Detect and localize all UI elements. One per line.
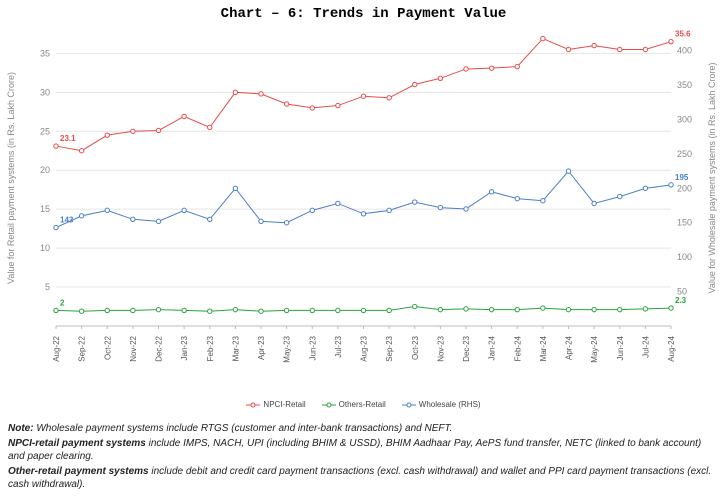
chart-area: 5 10 15 20 25 30 35 50 100 150 200 250 300 350 400 Aug-… bbox=[0, 24, 727, 404]
svg-text:15: 15 bbox=[40, 204, 50, 214]
svg-text:150: 150 bbox=[677, 218, 692, 228]
legend-item: Wholesale (RHS) bbox=[402, 400, 481, 409]
svg-text:Value for Wholesale payment sy: Value for Wholesale payment systems (in … bbox=[707, 63, 717, 294]
svg-text:Aug-22: Aug-22 bbox=[52, 335, 61, 361]
svg-text:Oct-22: Oct-22 bbox=[103, 335, 112, 360]
legend-label: NPCI-Retail bbox=[263, 400, 305, 409]
svg-text:Dec-23: Dec-23 bbox=[462, 335, 471, 361]
svg-text:Jul-23: Jul-23 bbox=[334, 335, 343, 357]
svg-text:Aug-23: Aug-23 bbox=[360, 335, 369, 361]
svg-text:Apr-23: Apr-23 bbox=[257, 335, 266, 360]
footnote-line: NPCI-retail payment systems include IMPS… bbox=[8, 437, 719, 463]
legend-item: Others-Retail bbox=[322, 400, 386, 409]
footnote-line: Other-retail payment systems include deb… bbox=[8, 465, 719, 491]
svg-text:Jun-24: Jun-24 bbox=[616, 335, 625, 360]
svg-text:35.6: 35.6 bbox=[675, 30, 691, 39]
svg-text:Jun-23: Jun-23 bbox=[308, 335, 317, 360]
svg-text:Value for Retail payment syste: Value for Retail payment systems (in Rs.… bbox=[6, 72, 16, 284]
svg-text:10: 10 bbox=[40, 243, 50, 253]
footnote-line: Note: Wholesale payment systems include … bbox=[8, 422, 719, 435]
svg-text:Oct-23: Oct-23 bbox=[411, 335, 420, 360]
svg-text:May-24: May-24 bbox=[590, 335, 599, 362]
svg-text:2: 2 bbox=[60, 298, 65, 307]
svg-text:Jul-24: Jul-24 bbox=[641, 335, 650, 357]
svg-text:400: 400 bbox=[677, 46, 692, 56]
legend-label: Others-Retail bbox=[339, 400, 386, 409]
svg-text:50: 50 bbox=[677, 287, 687, 297]
svg-text:Apr-24: Apr-24 bbox=[565, 335, 574, 360]
legend-item: NPCI-Retail bbox=[246, 400, 305, 409]
svg-text:Feb-23: Feb-23 bbox=[206, 335, 215, 361]
svg-text:200: 200 bbox=[677, 183, 692, 193]
svg-text:143: 143 bbox=[60, 216, 74, 225]
svg-text:20: 20 bbox=[40, 165, 50, 175]
svg-text:Jan-24: Jan-24 bbox=[488, 335, 497, 360]
svg-text:Mar-23: Mar-23 bbox=[231, 335, 240, 361]
page-root: { "chart": { "type": "line", "title": "C… bbox=[0, 0, 727, 504]
svg-text:Aug-24: Aug-24 bbox=[667, 335, 676, 361]
svg-text:May-23: May-23 bbox=[283, 335, 292, 362]
chart-title: Chart – 6: Trends in Payment Value bbox=[0, 0, 727, 22]
footnotes: Note: Wholesale payment systems include … bbox=[8, 422, 719, 493]
svg-text:195: 195 bbox=[675, 173, 689, 182]
svg-text:30: 30 bbox=[40, 87, 50, 97]
legend-label: Wholesale (RHS) bbox=[419, 400, 481, 409]
svg-text:Nov-23: Nov-23 bbox=[436, 335, 445, 361]
svg-text:350: 350 bbox=[677, 80, 692, 90]
svg-text:100: 100 bbox=[677, 252, 692, 262]
svg-text:25: 25 bbox=[40, 126, 50, 136]
svg-text:250: 250 bbox=[677, 149, 692, 159]
legend: NPCI-Retail Others-Retail Wholesale (RHS) bbox=[0, 400, 727, 409]
svg-text:35: 35 bbox=[40, 48, 50, 58]
svg-text:Jan-23: Jan-23 bbox=[180, 335, 189, 360]
svg-text:Mar-24: Mar-24 bbox=[539, 335, 548, 361]
svg-text:2.3: 2.3 bbox=[675, 296, 687, 305]
svg-text:Nov-22: Nov-22 bbox=[129, 335, 138, 361]
svg-text:300: 300 bbox=[677, 114, 692, 124]
svg-text:Sep-22: Sep-22 bbox=[78, 335, 87, 361]
svg-text:5: 5 bbox=[45, 282, 50, 292]
svg-text:23.1: 23.1 bbox=[60, 134, 76, 143]
svg-text:Sep-23: Sep-23 bbox=[385, 335, 394, 361]
chart-svg: 5 10 15 20 25 30 35 50 100 150 200 250 300 350 400 Aug-… bbox=[0, 24, 727, 404]
svg-text:Dec-22: Dec-22 bbox=[155, 335, 164, 361]
svg-text:Feb-24: Feb-24 bbox=[513, 335, 522, 361]
